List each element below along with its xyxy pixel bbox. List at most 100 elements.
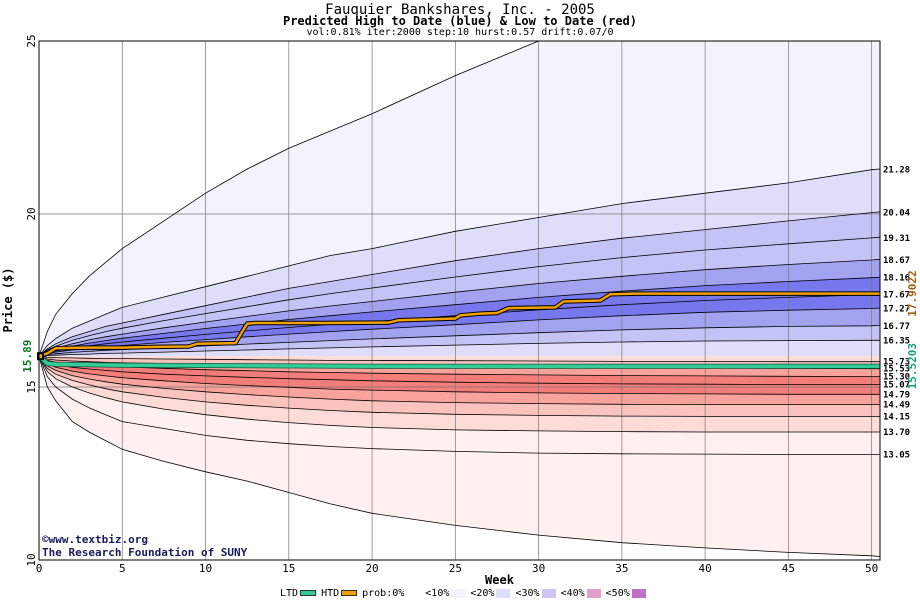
low-quantile-line-4 (38, 355, 880, 385)
quantile-end-label-13: 15.30 (883, 373, 910, 383)
plot-frame (38, 40, 881, 561)
legend-item-1: LTD (280, 588, 318, 599)
low-band-8 (39, 356, 880, 432)
legend-swatch (341, 590, 358, 596)
high-band-6 (39, 277, 880, 357)
low-band-7 (39, 356, 880, 417)
legend-swatch (451, 588, 466, 598)
low-band-5 (39, 356, 880, 395)
start-price-label: 15.89 (21, 340, 34, 373)
x-tick-label-10: 10 (199, 562, 212, 575)
high-quantile-line-3 (38, 211, 881, 357)
low-band-10 (39, 356, 880, 557)
y-tick-label-20: 20 (25, 207, 38, 220)
low-quantile-line-8 (38, 356, 880, 433)
high-quantile-line-10 (38, 339, 880, 357)
high-band-7 (39, 294, 880, 357)
legend-swatch (496, 588, 511, 598)
x-axis-label: Week (485, 573, 515, 587)
low-band-6 (39, 356, 880, 405)
x-tick-label-40: 40 (699, 562, 712, 575)
high-quantile-line-4 (38, 236, 881, 357)
quantile-end-label-15: 14.79 (883, 390, 910, 400)
low-quantile-line-6 (38, 355, 880, 405)
legend-swatch (631, 588, 646, 598)
ltd-end-label: 15.5203 (906, 343, 919, 389)
x-tick-label-50: 50 (865, 562, 878, 575)
quantile-end-label-3: 20.04 (883, 209, 911, 219)
y-tick-label-25: 25 (25, 34, 38, 47)
low-band-9 (39, 356, 880, 455)
y-tick-label-15: 15 (25, 380, 38, 393)
legend-item-6: <30% (515, 588, 557, 599)
quantile-end-label-11: 15.73 (883, 358, 910, 368)
legend-item-5: <20% (470, 588, 512, 599)
credit-line-2: The Research Foundation of SUNY (42, 546, 248, 559)
x-tick-label-35: 35 (615, 562, 628, 575)
x-tick-label-20: 20 (365, 562, 378, 575)
high-band-4 (39, 237, 880, 357)
high-quantile-line-9 (38, 325, 881, 357)
legend-swatch (541, 588, 556, 598)
legend-label: <20% (470, 587, 495, 599)
chart-subtitle: Predicted High to Date (blue) & Low to D… (282, 14, 637, 28)
legend-item-4: <10% (425, 588, 467, 599)
quantile-end-label-8: 17.27 (883, 304, 910, 314)
legend-item-8: <50% (606, 588, 648, 599)
x-tick-label-5: 5 (119, 562, 126, 575)
legend-label: LTD (280, 587, 299, 599)
quantile-end-label-16: 14.49 (883, 401, 910, 411)
high-band-5 (39, 259, 880, 357)
chart-title: Fauquier Bankshares, Inc. - 2005 (325, 2, 595, 18)
x-tick-label-45: 45 (782, 562, 795, 575)
low-band-4 (39, 356, 880, 385)
legend-label: <30% (515, 587, 540, 599)
high-band-9 (39, 325, 880, 357)
quantile-end-label-12: 15.53 (883, 365, 910, 375)
high-band-2 (39, 169, 880, 357)
htd-series (38, 292, 880, 358)
low-quantile-line-1 (38, 355, 880, 363)
legend-label: <40% (560, 587, 585, 599)
quantile-end-label-14: 15.07 (883, 381, 910, 391)
legend: LTD HTD prob:0% <10% <20% <30% <40% <50% (280, 586, 651, 600)
low-quantile-line-10 (38, 356, 881, 557)
quantile-end-label-9: 16.77 (883, 322, 910, 332)
low-quantile-line-7 (38, 355, 880, 417)
high-quantile-line-2 (38, 168, 881, 357)
y-axis-label: Price ($) (1, 267, 15, 332)
credit-line-1: ©www.textbiz.org (42, 533, 148, 546)
x-tick-label-30: 30 (532, 562, 545, 575)
legend-item-2: HTD (321, 588, 359, 599)
legend-swatch (300, 590, 317, 596)
legend-label: <50% (605, 587, 630, 599)
quantile-end-label-2: 21.28 (883, 166, 910, 176)
low-band-1 (39, 356, 880, 362)
legend-label: <10% (425, 587, 450, 599)
low-band-3 (39, 356, 880, 377)
quantile-end-label-18: 13.70 (883, 428, 910, 438)
x-tick-label-15: 15 (282, 562, 295, 575)
legend-label: prob:0% (362, 587, 405, 599)
high-band-8 (39, 308, 880, 357)
legend-swatch (406, 588, 421, 598)
x-tick-label-0: 0 (36, 562, 43, 575)
legend-item-3: prob:0% (362, 588, 422, 599)
quantile-end-label-10: 16.35 (883, 336, 910, 346)
chart-params: vol:0.81% iter:2000 step:10 hurst:0.57 d… (306, 27, 614, 38)
legend-swatch (586, 588, 601, 598)
high-band-10 (39, 340, 880, 357)
quantile-end-label-7: 17.67 (883, 291, 910, 301)
quantile-end-label-6: 18.16 (883, 274, 910, 284)
high-band-3 (39, 211, 880, 357)
quantile-end-label-4: 19.31 (883, 234, 910, 244)
start-marker-inner (39, 354, 42, 359)
y-tick-label-10: 10 (25, 553, 38, 566)
legend-item-7: <40% (561, 588, 603, 599)
ltd-series (37, 354, 880, 368)
quantile-end-label-19: 13.05 (883, 450, 910, 460)
low-quantile-line-9 (38, 356, 880, 455)
legend-label: HTD (321, 587, 340, 599)
